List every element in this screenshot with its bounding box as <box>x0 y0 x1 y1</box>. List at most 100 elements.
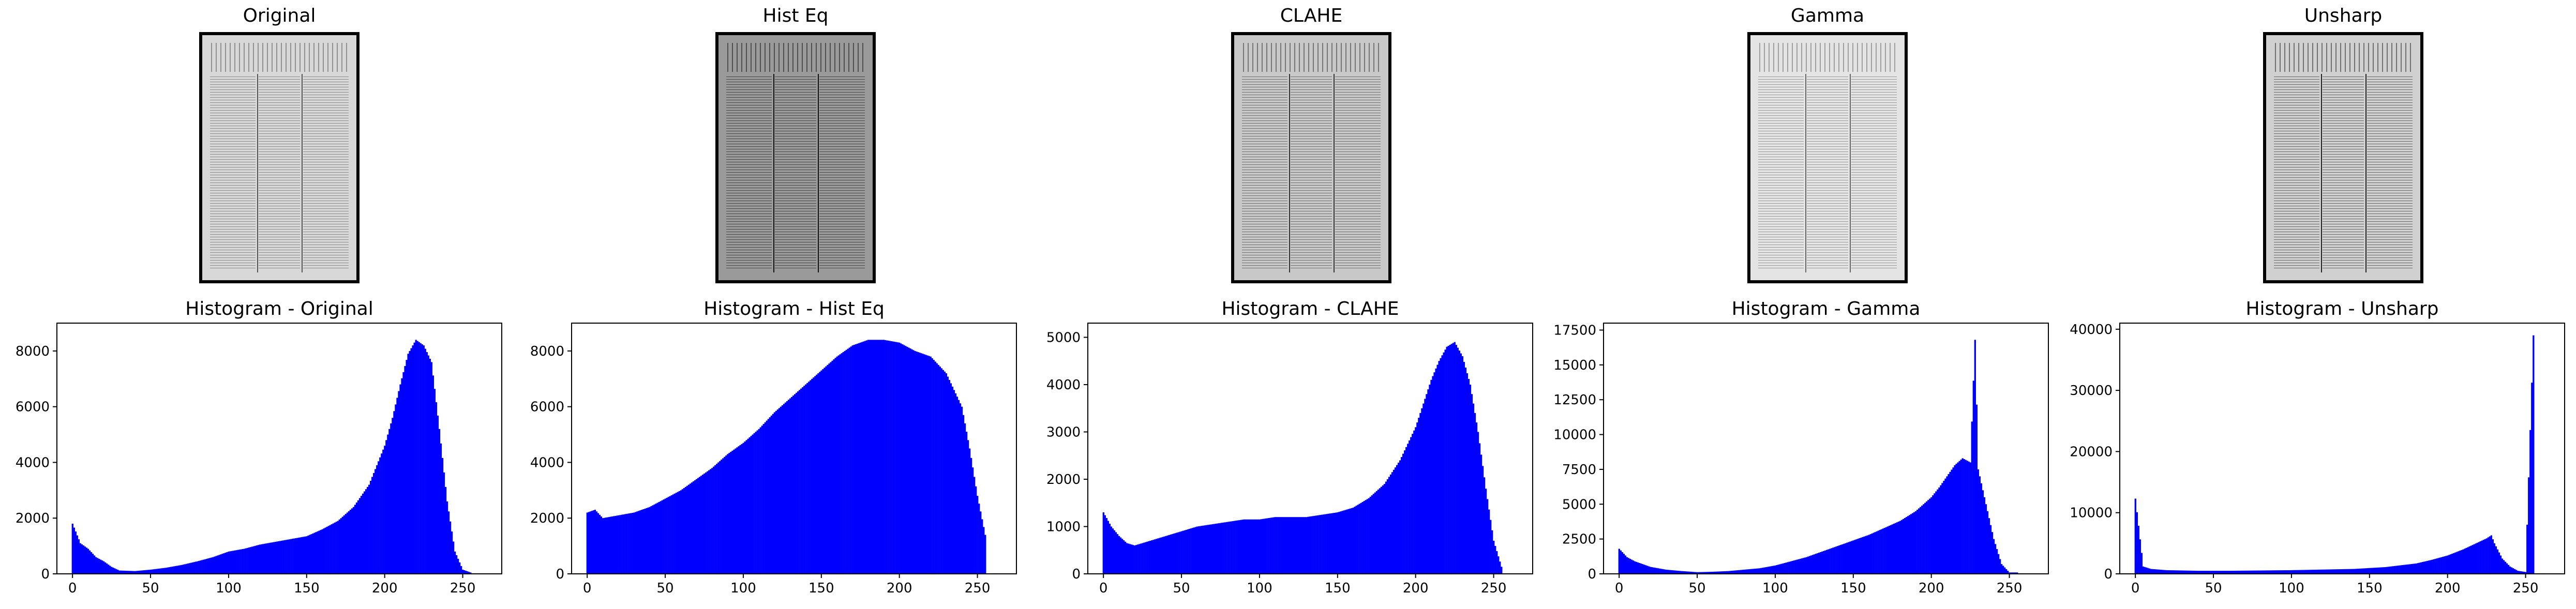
histogram-bar <box>965 432 968 574</box>
histogram-bar <box>2295 570 2297 574</box>
histogram-bar <box>1460 353 1462 574</box>
histogram-bar-point <box>1454 342 1456 574</box>
histogram-bar <box>1802 558 1805 574</box>
y-tick-label: 40000 <box>2070 322 2113 338</box>
histogram-bar <box>192 562 194 574</box>
histogram-bar <box>289 539 291 574</box>
histogram-bar <box>1394 467 1397 574</box>
newspaper-masthead <box>727 43 864 72</box>
histogram-bar <box>2211 571 2213 574</box>
histogram-bar <box>912 350 915 574</box>
histogram-bar-point <box>2322 569 2324 574</box>
histogram-bar <box>203 559 205 574</box>
histogram-bar <box>725 455 727 574</box>
histogram-bar <box>131 571 133 574</box>
histogram-bar <box>770 415 773 574</box>
histogram-bar <box>1707 572 1709 574</box>
histogram-bar <box>1308 516 1311 574</box>
histogram-bar-point <box>1352 507 1354 574</box>
histogram-bar <box>1943 481 1945 574</box>
histogram-bar-point <box>2490 535 2492 574</box>
histogram-bar-point <box>1852 540 1854 574</box>
histogram-bar <box>1280 517 1282 574</box>
histogram-bar <box>1326 514 1328 574</box>
histogram-bar <box>2461 550 2463 574</box>
histogram-bar <box>1340 511 1342 574</box>
histogram-bar <box>2208 571 2210 574</box>
y-tick-label: 8000 <box>16 344 50 359</box>
histogram-bar <box>1375 491 1378 574</box>
histogram-bar-point <box>228 551 230 574</box>
y-tick-label: 7500 <box>1562 462 1596 478</box>
histogram-bar <box>246 547 248 574</box>
histogram-bar <box>304 536 306 574</box>
axes-frame <box>2119 323 2565 574</box>
histogram-bar-point <box>1461 356 1464 574</box>
histogram-bar-point <box>945 373 948 574</box>
histogram-bar <box>2375 568 2377 574</box>
histogram-bar <box>363 491 366 574</box>
histogram-bar <box>1816 553 1819 574</box>
histogram-bar <box>312 533 314 574</box>
histogram-bar <box>1748 569 1750 574</box>
y-tick-label: 6000 <box>530 400 564 415</box>
column-rule <box>301 74 303 272</box>
histogram-bar <box>943 371 946 574</box>
histogram-bar <box>806 383 808 574</box>
histogram-bar-point <box>368 484 370 574</box>
histogram-bar <box>1740 570 1742 574</box>
histogram-bar <box>769 417 771 574</box>
histogram-bar <box>1865 536 1867 574</box>
histogram-bar <box>2181 570 2183 574</box>
x-tick-label: 200 <box>2435 581 2461 596</box>
histogram-bar <box>2186 570 2188 574</box>
histogram-bar <box>1980 483 1983 574</box>
histogram-bar-point <box>2166 570 2168 574</box>
histogram-bar <box>666 497 668 574</box>
histogram-bar <box>1701 572 1703 574</box>
histogram-bar <box>2504 561 2507 574</box>
histogram-bar <box>1951 469 1953 574</box>
histogram-bar <box>2220 571 2222 574</box>
histogram-bar-point <box>1259 519 1261 574</box>
histogram-bar-point <box>883 340 885 574</box>
histogram-bar <box>2248 570 2251 574</box>
histogram-bar <box>1194 527 1197 574</box>
histogram-bar <box>317 531 319 574</box>
histogram-bar <box>881 340 883 574</box>
x-tick-label: 200 <box>1919 581 1944 596</box>
histogram-bar-point <box>2485 538 2488 574</box>
histogram-bar <box>1276 517 1278 574</box>
histogram-bar <box>1440 358 1442 574</box>
histogram-bar <box>440 443 442 574</box>
histogram-bar <box>2465 547 2467 574</box>
histogram-bar <box>684 486 687 574</box>
histogram-bar-point <box>1977 469 1980 574</box>
histogram-bar-point <box>2150 569 2152 574</box>
histogram-bar <box>2403 565 2405 574</box>
histogram-bar <box>2423 561 2425 574</box>
histogram-bar <box>1221 523 1223 574</box>
histogram-bar <box>1754 569 1756 574</box>
histogram-bar <box>1146 541 1148 574</box>
histogram-bar <box>1480 454 1482 574</box>
histogram-bar <box>1201 526 1203 574</box>
histogram-bar <box>916 351 918 574</box>
histogram-bar <box>663 499 665 574</box>
histogram-bar <box>1347 509 1350 574</box>
histogram-bar <box>1447 345 1449 574</box>
histogram-bar <box>2365 568 2368 574</box>
histogram-bar-point <box>1368 498 1370 574</box>
y-tick-label: 5000 <box>1046 330 1081 345</box>
histogram-bar <box>2520 571 2522 574</box>
histogram-bar <box>872 340 874 574</box>
histogram-bar <box>171 566 174 574</box>
histogram-bar <box>2475 543 2477 574</box>
histogram-bar <box>195 561 197 574</box>
histogram-bar <box>1627 558 1630 574</box>
histogram-bar-point <box>181 565 183 574</box>
histogram-bar <box>772 414 774 574</box>
histogram-bar-point <box>1477 432 1479 574</box>
histogram-bar <box>1882 528 1884 574</box>
histogram-bar <box>420 343 422 574</box>
